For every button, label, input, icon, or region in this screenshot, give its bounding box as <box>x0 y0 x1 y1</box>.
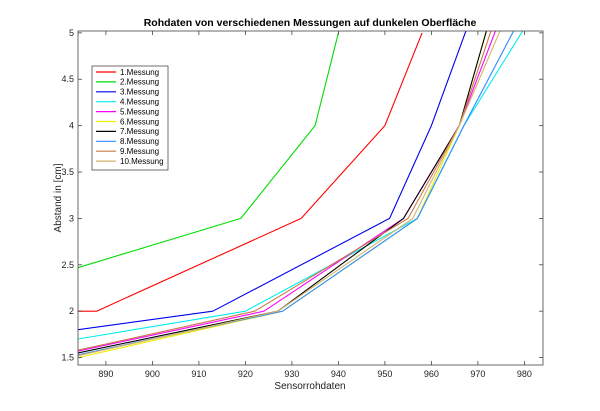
y-tick-label: 1.5 <box>61 353 74 363</box>
legend-label: 9.Messung <box>120 147 159 156</box>
plot-frame <box>77 30 544 366</box>
legend-label: 3.Messung <box>120 88 159 97</box>
x-tick-label: 960 <box>424 369 439 379</box>
y-tick-label: 4 <box>69 121 74 131</box>
series-line-10 <box>78 31 501 357</box>
series-line-3 <box>78 31 467 331</box>
axes-layer: 890 900 910 920 930 940 950 960 970 980 1.5 2 2.5 3 3.… <box>61 28 543 379</box>
series-line-9 <box>78 31 492 351</box>
legend-box <box>91 65 169 171</box>
y-tick-label: 2.5 <box>61 260 74 270</box>
x-tick-label: 920 <box>238 369 253 379</box>
x-tick-label: 890 <box>98 369 113 379</box>
legend-label: 10.Messung <box>120 157 164 166</box>
chart-title: Rohdaten von verschiedenen Messungen auf… <box>144 17 477 29</box>
y-tick-label: 4.5 <box>61 74 74 84</box>
legend-label: 2.Messung <box>120 78 159 87</box>
x-tick-label: 900 <box>145 369 160 379</box>
y-axis-label: Abstand in [cm] <box>53 163 64 232</box>
x-tick-label: 940 <box>331 369 346 379</box>
series-layer <box>78 31 524 359</box>
legend-label: 8.Messung <box>120 137 159 146</box>
x-axis-label: Sensorrohdaten <box>274 381 345 392</box>
legend-label: 1.Messung <box>120 68 159 77</box>
legend-label: 5.Messung <box>120 107 159 116</box>
y-tick-label: 2 <box>69 306 74 316</box>
x-tick-label: 980 <box>517 369 532 379</box>
legend-label: 7.Messung <box>120 127 159 136</box>
y-tick-label: 3.5 <box>61 167 74 177</box>
series-line-7 <box>78 31 487 354</box>
series-line-1 <box>78 32 423 312</box>
x-tick-label: 930 <box>284 369 299 379</box>
y-tick-label: 3 <box>69 213 74 223</box>
legend: 1.Messung2.Messung3.Messung4.Messung5.Me… <box>91 65 169 171</box>
legend-label: 4.Messung <box>120 98 159 107</box>
x-tick-label: 950 <box>377 369 392 379</box>
x-tick-label: 910 <box>191 369 206 379</box>
x-tick-label: 970 <box>470 369 485 379</box>
series-line-2 <box>78 32 339 269</box>
y-tick-label: 5 <box>69 28 74 38</box>
legend-label: 6.Messung <box>120 117 159 126</box>
